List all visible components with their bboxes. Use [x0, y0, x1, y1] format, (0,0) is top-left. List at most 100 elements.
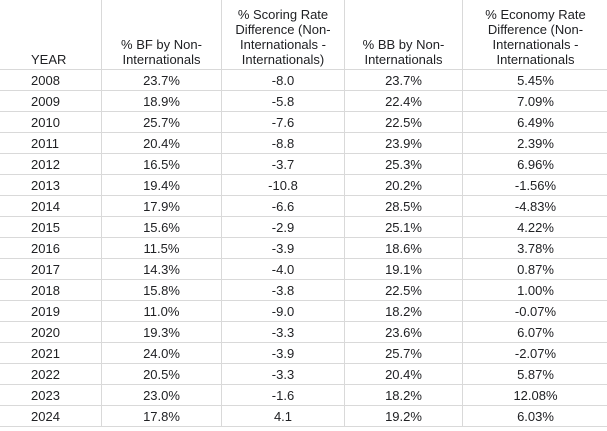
header-year[interactable]: YEAR [0, 0, 102, 70]
cell-bf-pct[interactable]: 15.6% [101, 216, 222, 238]
cell-scoring-rate-diff[interactable]: -10.8 [221, 174, 345, 196]
table-row: 2021 24.0% -3.9 25.7% -2.07% [0, 342, 607, 364]
cell-scoring-rate-diff[interactable]: -3.9 [221, 237, 345, 259]
cell-economy-rate-diff[interactable]: -0.07% [462, 300, 607, 322]
cell-bf-pct[interactable]: 23.7% [101, 69, 222, 91]
cell-scoring-rate-diff[interactable]: -4.0 [221, 258, 345, 280]
cell-year[interactable]: 2014 [0, 195, 102, 217]
cell-economy-rate-diff[interactable]: 2.39% [462, 132, 607, 154]
table-row: 2023 23.0% -1.6 18.2% 12.08% [0, 384, 607, 406]
header-scoring-rate-difference[interactable]: % Scoring Rate Difference (Non-Internati… [221, 0, 345, 70]
cell-bf-pct[interactable]: 25.7% [101, 111, 222, 133]
cell-bb-pct[interactable]: 18.2% [344, 300, 463, 322]
cell-bb-pct[interactable]: 20.4% [344, 363, 463, 385]
cell-scoring-rate-diff[interactable]: -3.9 [221, 342, 345, 364]
cell-bb-pct[interactable]: 22.5% [344, 111, 463, 133]
cell-year[interactable]: 2019 [0, 300, 102, 322]
cell-bb-pct[interactable]: 23.6% [344, 321, 463, 343]
cell-bb-pct[interactable]: 18.2% [344, 384, 463, 406]
cell-bf-pct[interactable]: 19.4% [101, 174, 222, 196]
cell-year[interactable]: 2009 [0, 90, 102, 112]
cell-economy-rate-diff[interactable]: -1.56% [462, 174, 607, 196]
cell-scoring-rate-diff[interactable]: -3.7 [221, 153, 345, 175]
table-row: 2019 11.0% -9.0 18.2% -0.07% [0, 300, 607, 322]
cell-bb-pct[interactable]: 19.1% [344, 258, 463, 280]
table-row: 2010 25.7% -7.6 22.5% 6.49% [0, 111, 607, 133]
cell-bf-pct[interactable]: 19.3% [101, 321, 222, 343]
cell-bb-pct[interactable]: 25.7% [344, 342, 463, 364]
cell-year[interactable]: 2010 [0, 111, 102, 133]
cell-bf-pct[interactable]: 11.5% [101, 237, 222, 259]
cell-economy-rate-diff[interactable]: 6.07% [462, 321, 607, 343]
cell-year[interactable]: 2024 [0, 405, 102, 427]
cell-bb-pct[interactable]: 20.2% [344, 174, 463, 196]
cell-scoring-rate-diff[interactable]: 4.1 [221, 405, 345, 427]
cell-bf-pct[interactable]: 17.9% [101, 195, 222, 217]
cell-bf-pct[interactable]: 24.0% [101, 342, 222, 364]
table-row: 2017 14.3% -4.0 19.1% 0.87% [0, 258, 607, 280]
cell-bf-pct[interactable]: 15.8% [101, 279, 222, 301]
cell-year[interactable]: 2023 [0, 384, 102, 406]
table-body: 2008 23.7% -8.0 23.7% 5.45% 2009 18.9% -5.8 22.4… [0, 69, 607, 427]
cell-bf-pct[interactable]: 16.5% [101, 153, 222, 175]
cell-economy-rate-diff[interactable]: 5.45% [462, 69, 607, 91]
cell-bf-pct[interactable]: 20.4% [101, 132, 222, 154]
cell-year[interactable]: 2012 [0, 153, 102, 175]
header-bb-by-non-internationals[interactable]: % BB by Non-Internationals [344, 0, 463, 70]
cell-bb-pct[interactable]: 22.4% [344, 90, 463, 112]
cell-economy-rate-diff[interactable]: 6.03% [462, 405, 607, 427]
cell-bb-pct[interactable]: 25.3% [344, 153, 463, 175]
cell-bf-pct[interactable]: 11.0% [101, 300, 222, 322]
cell-scoring-rate-diff[interactable]: -7.6 [221, 111, 345, 133]
table-row: 2012 16.5% -3.7 25.3% 6.96% [0, 153, 607, 175]
cell-economy-rate-diff[interactable]: 6.49% [462, 111, 607, 133]
cell-economy-rate-diff[interactable]: 3.78% [462, 237, 607, 259]
cell-economy-rate-diff[interactable]: 12.08% [462, 384, 607, 406]
cell-year[interactable]: 2008 [0, 69, 102, 91]
cell-bf-pct[interactable]: 17.8% [101, 405, 222, 427]
cell-scoring-rate-diff[interactable]: -5.8 [221, 90, 345, 112]
cell-bb-pct[interactable]: 28.5% [344, 195, 463, 217]
cell-year[interactable]: 2016 [0, 237, 102, 259]
cell-bf-pct[interactable]: 20.5% [101, 363, 222, 385]
cell-scoring-rate-diff[interactable]: -2.9 [221, 216, 345, 238]
cell-economy-rate-diff[interactable]: 0.87% [462, 258, 607, 280]
cell-scoring-rate-diff[interactable]: -9.0 [221, 300, 345, 322]
header-bf-by-non-internationals[interactable]: % BF by Non-Internationals [101, 0, 222, 70]
cell-year[interactable]: 2015 [0, 216, 102, 238]
cell-economy-rate-diff[interactable]: -4.83% [462, 195, 607, 217]
cell-bb-pct[interactable]: 23.9% [344, 132, 463, 154]
cell-bf-pct[interactable]: 23.0% [101, 384, 222, 406]
cell-year[interactable]: 2018 [0, 279, 102, 301]
cell-scoring-rate-diff[interactable]: -3.3 [221, 321, 345, 343]
cell-economy-rate-diff[interactable]: 4.22% [462, 216, 607, 238]
header-economy-rate-difference[interactable]: % Economy Rate Difference (Non-Internati… [462, 0, 607, 70]
cell-bb-pct[interactable]: 23.7% [344, 69, 463, 91]
cell-scoring-rate-diff[interactable]: -8.0 [221, 69, 345, 91]
cell-scoring-rate-diff[interactable]: -3.8 [221, 279, 345, 301]
table-row: 2009 18.9% -5.8 22.4% 7.09% [0, 90, 607, 112]
cell-bb-pct[interactable]: 18.6% [344, 237, 463, 259]
cell-economy-rate-diff[interactable]: 6.96% [462, 153, 607, 175]
table-row: 2015 15.6% -2.9 25.1% 4.22% [0, 216, 607, 238]
cell-scoring-rate-diff[interactable]: -1.6 [221, 384, 345, 406]
table-row: 2008 23.7% -8.0 23.7% 5.45% [0, 69, 607, 91]
cell-year[interactable]: 2020 [0, 321, 102, 343]
cell-year[interactable]: 2013 [0, 174, 102, 196]
cell-year[interactable]: 2021 [0, 342, 102, 364]
cell-scoring-rate-diff[interactable]: -3.3 [221, 363, 345, 385]
cell-economy-rate-diff[interactable]: 5.87% [462, 363, 607, 385]
cell-economy-rate-diff[interactable]: 7.09% [462, 90, 607, 112]
cell-bb-pct[interactable]: 19.2% [344, 405, 463, 427]
cell-year[interactable]: 2017 [0, 258, 102, 280]
cell-bf-pct[interactable]: 18.9% [101, 90, 222, 112]
cell-scoring-rate-diff[interactable]: -6.6 [221, 195, 345, 217]
cell-economy-rate-diff[interactable]: -2.07% [462, 342, 607, 364]
cell-bb-pct[interactable]: 22.5% [344, 279, 463, 301]
cell-bb-pct[interactable]: 25.1% [344, 216, 463, 238]
cell-year[interactable]: 2022 [0, 363, 102, 385]
cell-economy-rate-diff[interactable]: 1.00% [462, 279, 607, 301]
cell-scoring-rate-diff[interactable]: -8.8 [221, 132, 345, 154]
cell-bf-pct[interactable]: 14.3% [101, 258, 222, 280]
cell-year[interactable]: 2011 [0, 132, 102, 154]
